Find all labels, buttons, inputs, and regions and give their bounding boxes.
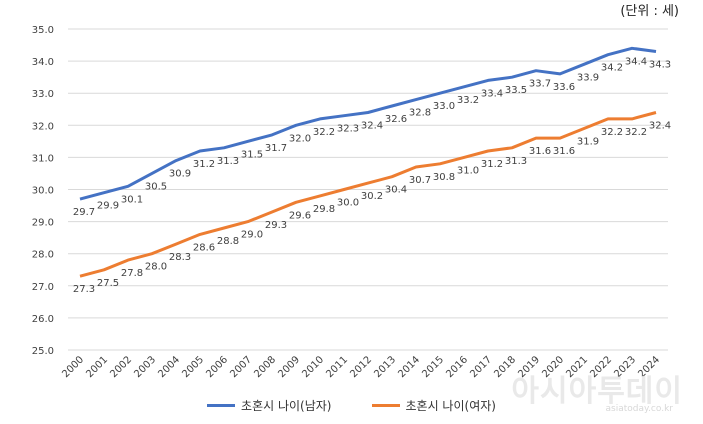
x-tick-label: 2005 bbox=[180, 354, 206, 380]
grid-lines bbox=[68, 28, 668, 351]
series-line-male bbox=[79, 46, 657, 201]
data-label: 30.1 bbox=[121, 194, 143, 205]
series-line-female bbox=[79, 111, 657, 278]
data-label: 29.9 bbox=[97, 201, 119, 212]
data-label: 32.0 bbox=[289, 133, 311, 144]
data-label: 27.3 bbox=[73, 284, 95, 295]
x-tick-label: 2016 bbox=[444, 354, 470, 380]
data-label: 32.4 bbox=[361, 120, 383, 131]
legend: 초혼시 나이(남자) 초혼시 나이(여자) bbox=[0, 397, 703, 414]
data-label: 31.5 bbox=[241, 149, 263, 160]
x-tick-label: 2000 bbox=[60, 354, 86, 380]
data-label: 29.8 bbox=[313, 204, 335, 215]
x-tick-label: 2012 bbox=[348, 354, 374, 380]
data-label: 32.3 bbox=[337, 124, 359, 135]
data-label: 33.5 bbox=[505, 85, 527, 96]
y-tick-label: 26.0 bbox=[32, 314, 54, 325]
legend-swatch-male bbox=[207, 404, 236, 407]
x-tick-label: 2015 bbox=[420, 354, 446, 380]
data-label: 27.8 bbox=[121, 268, 143, 279]
data-label: 32.4 bbox=[649, 120, 671, 131]
data-label: 34.3 bbox=[649, 59, 671, 70]
y-tick-label: 28.0 bbox=[32, 250, 54, 261]
x-tick-label: 2014 bbox=[396, 354, 422, 380]
data-label: 32.2 bbox=[313, 127, 335, 138]
y-tick-label: 30.0 bbox=[32, 186, 54, 197]
data-label: 31.2 bbox=[481, 159, 503, 170]
data-label: 31.7 bbox=[265, 143, 287, 154]
data-label: 30.0 bbox=[337, 198, 359, 209]
data-label: 30.8 bbox=[433, 172, 455, 183]
data-label: 33.6 bbox=[553, 82, 575, 93]
x-tick-label: 2003 bbox=[132, 354, 158, 380]
data-label: 31.6 bbox=[529, 146, 551, 157]
y-tick-label: 29.0 bbox=[32, 218, 54, 229]
data-label: 31.3 bbox=[505, 156, 527, 167]
data-label: 28.3 bbox=[169, 252, 191, 263]
y-tick-label: 31.0 bbox=[32, 153, 54, 164]
data-label: 30.7 bbox=[409, 175, 431, 186]
y-tick-label: 33.0 bbox=[32, 89, 54, 100]
data-label: 33.2 bbox=[457, 95, 479, 106]
data-label: 31.6 bbox=[553, 146, 575, 157]
data-label: 29.7 bbox=[73, 207, 95, 218]
data-label: 32.8 bbox=[409, 108, 431, 119]
y-tick-label: 35.0 bbox=[32, 25, 54, 36]
data-label: 29.6 bbox=[289, 210, 311, 221]
x-tick-label: 2007 bbox=[228, 354, 254, 380]
watermark-url: asiatoday.co.kr bbox=[605, 404, 673, 414]
legend-label-male: 초혼시 나이(남자) bbox=[241, 399, 332, 413]
data-label: 32.6 bbox=[385, 114, 407, 125]
data-label: 33.4 bbox=[481, 88, 503, 99]
x-tick-label: 2004 bbox=[156, 354, 182, 380]
y-tick-label: 25.0 bbox=[32, 346, 54, 357]
data-label: 30.9 bbox=[169, 169, 191, 180]
data-label: 34.4 bbox=[625, 56, 647, 67]
data-label: 32.2 bbox=[601, 127, 623, 138]
x-tick-label: 2002 bbox=[108, 354, 134, 380]
legend-label-female: 초혼시 나이(여자) bbox=[405, 399, 496, 413]
data-label: 30.4 bbox=[385, 185, 407, 196]
legend-item-male: 초혼시 나이(남자) bbox=[207, 397, 332, 414]
x-tick-label: 2013 bbox=[372, 354, 398, 380]
x-tick-label: 2001 bbox=[84, 354, 110, 380]
x-tick-label: 2009 bbox=[276, 354, 302, 380]
data-label: 29.0 bbox=[241, 230, 263, 241]
data-label: 33.0 bbox=[433, 101, 455, 112]
legend-item-female: 초혼시 나이(여자) bbox=[371, 397, 496, 414]
data-label: 28.6 bbox=[193, 242, 215, 253]
data-label: 33.7 bbox=[529, 79, 551, 90]
data-label: 30.2 bbox=[361, 191, 383, 202]
data-label: 34.2 bbox=[601, 63, 623, 74]
data-label: 33.9 bbox=[577, 72, 599, 83]
series-lines bbox=[79, 46, 657, 278]
data-labels: 29.729.930.130.530.931.2 31.331.531.732.0… bbox=[73, 56, 671, 295]
data-label: 30.5 bbox=[145, 181, 167, 192]
legend-swatch-female bbox=[371, 404, 400, 407]
data-label: 31.3 bbox=[217, 156, 239, 167]
x-tick-label: 2008 bbox=[252, 354, 278, 380]
data-label: 27.5 bbox=[97, 278, 119, 289]
data-label: 28.0 bbox=[145, 262, 167, 273]
y-tick-label: 34.0 bbox=[32, 57, 54, 68]
y-tick-label: 27.0 bbox=[32, 282, 54, 293]
watermark-logo: 아시아투데이 bbox=[511, 374, 683, 409]
y-axis-ticks: 25.0 26.0 27.0 28.0 29.0 30.0 31.0 32.0 33.0 34.0… bbox=[32, 25, 54, 357]
data-label: 28.8 bbox=[217, 236, 239, 247]
x-tick-label: 2010 bbox=[300, 354, 326, 380]
unit-label: (단위 : 세) bbox=[620, 4, 679, 19]
x-tick-label: 2017 bbox=[468, 354, 494, 380]
data-label: 32.2 bbox=[625, 127, 647, 138]
data-label: 31.9 bbox=[577, 137, 599, 148]
data-label: 31.2 bbox=[193, 159, 215, 170]
x-tick-label: 2006 bbox=[204, 354, 230, 380]
y-tick-label: 32.0 bbox=[32, 121, 54, 132]
data-label: 29.3 bbox=[265, 220, 287, 231]
x-tick-label: 2011 bbox=[324, 354, 350, 380]
data-label: 31.0 bbox=[457, 165, 479, 176]
